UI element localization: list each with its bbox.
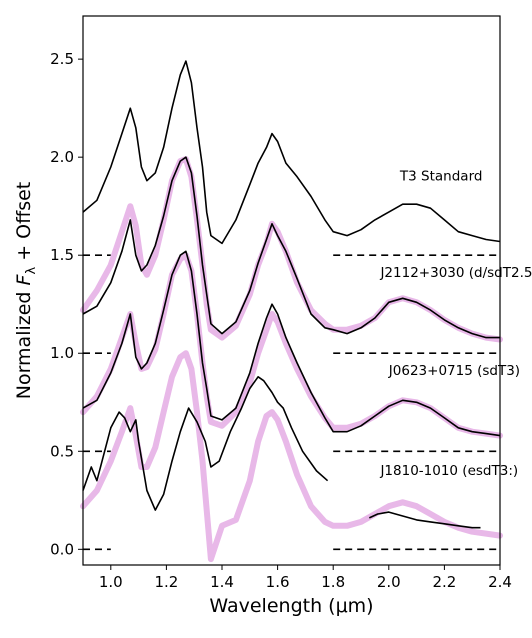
x-axis-title: Wavelength (μm) <box>209 595 373 617</box>
y-tick-label-4: 2.0 <box>50 148 74 166</box>
x-tick-label-0: 1.0 <box>99 573 123 591</box>
spectrum-1 <box>82 156 500 339</box>
y-axis-title: Normalized Fλ + Offset <box>13 182 39 400</box>
x-tick-label-3: 1.6 <box>266 573 290 591</box>
y-tick-label-0: 0.0 <box>50 540 74 558</box>
standard-spectra-group <box>80 156 503 563</box>
x-tick-label-4: 1.8 <box>321 573 345 591</box>
x-tick-label-1: 1.2 <box>154 573 178 591</box>
baseline-group <box>83 254 500 551</box>
spectrum-0 <box>82 60 501 245</box>
annotation-2: J0623+0715 (sdT3) <box>388 363 520 379</box>
annotation-group: T3 Standard J2112+3030 (d/sdT2.5) J0623+07… <box>379 169 532 479</box>
x-tick-label-5: 2.0 <box>377 573 401 591</box>
annotation-3: J1810-1010 (esdT3:) <box>379 463 518 479</box>
plot-frame <box>82 15 501 566</box>
y-tick-label-5: 2.5 <box>50 50 74 68</box>
object-spectra-group <box>82 60 501 529</box>
y-tick-label-1: 0.5 <box>50 442 74 460</box>
spectrum-3 <box>82 376 329 511</box>
x-tick-label-7: 2.4 <box>488 573 512 591</box>
y-tick-label-2: 1.0 <box>50 344 74 362</box>
standard-spectrum-1 <box>80 252 503 439</box>
standard-spectrum-2 <box>80 350 503 563</box>
annotation-1: J2112+3030 (d/sdT2.5) <box>379 265 532 281</box>
annotation-0: T3 Standard <box>399 169 483 185</box>
y-tick-label-3: 1.5 <box>50 246 74 264</box>
standard-spectrum-0 <box>80 156 503 343</box>
y-axis-ticks: 0.0 0.5 1.0 1.5 2.0 2.5 <box>50 50 83 558</box>
spectrum-2 <box>82 250 501 437</box>
spectrum-4 <box>368 511 481 529</box>
x-axis-ticks: 1.0 1.2 1.4 1.6 1.8 2.0 2.2 2.4 <box>99 565 512 591</box>
x-tick-label-6: 2.2 <box>432 573 456 591</box>
x-tick-label-2: 1.4 <box>210 573 234 591</box>
